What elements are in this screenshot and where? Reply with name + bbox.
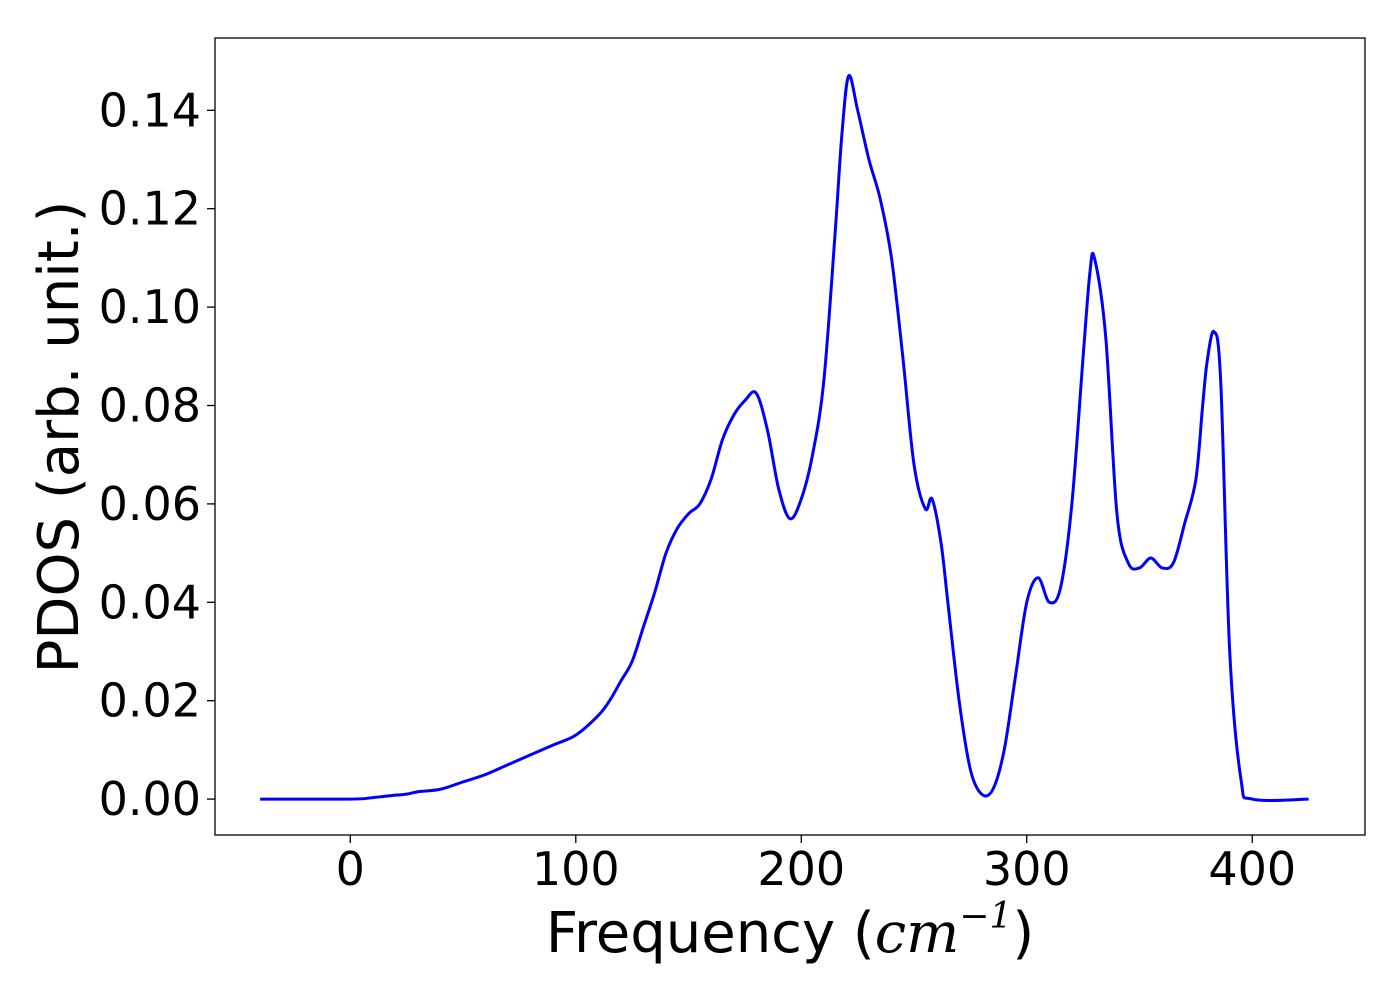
x-axis: 0 100 200 300 400 [336,835,1296,896]
y-tick-label: 0.04 [99,575,201,629]
y-tick-label: 0.12 [99,182,201,236]
x-tick-label: 400 [1208,842,1296,896]
y-tick-label: 0.00 [99,772,201,826]
y-axis-label: PDOS (arb. unit.) [27,201,92,674]
plot-area [214,37,1366,836]
x-tick-label: 200 [757,842,845,896]
pdos-series-line [260,74,1309,803]
x-tick-label: 300 [983,842,1071,896]
y-axis: 0.00 0.02 0.04 0.06 0.08 0.10 0.12 0.14 [99,83,215,826]
y-tick-label: 0.02 [99,674,201,728]
y-tick-label: 0.06 [99,477,201,531]
y-tick-label: 0.10 [99,280,201,334]
y-tick-label: 0.14 [99,83,201,137]
x-tick-label: 100 [532,842,620,896]
x-axis-label: Frequency (cm−1) [546,896,1034,966]
x-tick-label: 0 [336,842,365,896]
y-tick-label: 0.08 [99,379,201,433]
